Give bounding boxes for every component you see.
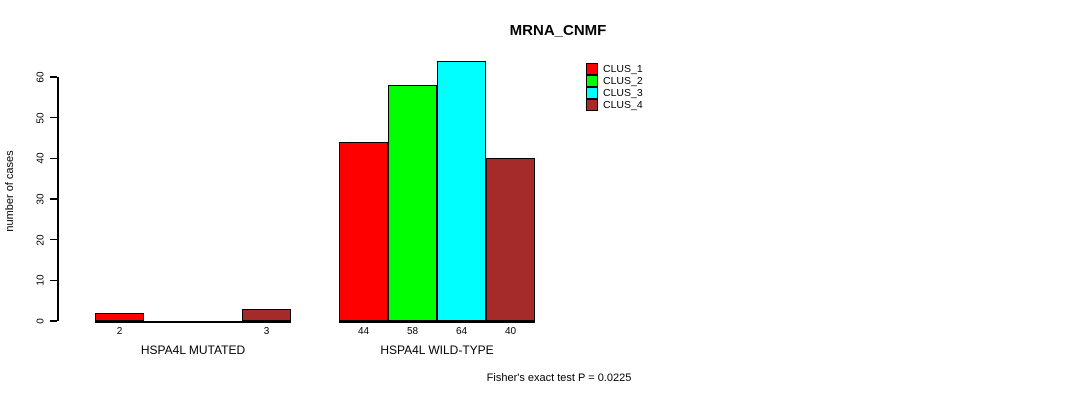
y-axis-title: number of cases (4, 150, 16, 232)
bar-value-label: 44 (357, 326, 370, 337)
legend-item: CLUS_2 (586, 75, 643, 87)
legend-swatch (586, 87, 598, 99)
legend-swatch (586, 63, 598, 75)
y-axis-tick-label: 60 (35, 71, 47, 83)
bar-clus_4 (486, 158, 535, 321)
legend-item: CLUS_1 (586, 63, 643, 75)
y-axis-tick-label: 10 (35, 274, 47, 286)
y-axis-tick-label: 40 (35, 152, 47, 164)
bar-value-label: 40 (504, 326, 517, 337)
bar-value-label: 64 (455, 326, 468, 337)
y-axis-tick-label: 50 (35, 112, 47, 124)
legend-item: CLUS_4 (586, 99, 643, 111)
y-axis-tick (50, 76, 57, 78)
chart-title: MRNA_CNMF (509, 22, 607, 39)
legend-label: CLUS_4 (603, 99, 643, 111)
x-axis-baseline (339, 321, 535, 323)
bar-clus_1 (339, 142, 388, 321)
y-axis-tick-label: 30 (35, 193, 47, 205)
legend: CLUS_1 CLUS_2 CLUS_3 CLUS_4 (586, 63, 643, 111)
y-axis-tick-label: 20 (35, 234, 47, 246)
bar-clus_2 (388, 85, 437, 321)
legend-item: CLUS_3 (586, 87, 643, 99)
legend-label: CLUS_3 (603, 87, 643, 99)
x-axis-group-label: HSPA4L WILD-TYPE (380, 343, 494, 357)
bar-value-label: 2 (116, 326, 123, 337)
y-axis-tick (50, 116, 57, 119)
y-axis-line (57, 77, 59, 321)
legend-swatch (586, 99, 598, 111)
y-axis-tick-label: 0 (35, 318, 47, 324)
y-axis-tick (50, 279, 57, 282)
y-axis-tick (50, 238, 57, 241)
legend-label: CLUS_2 (603, 75, 643, 87)
legend-label: CLUS_1 (603, 63, 643, 75)
y-axis-tick (50, 320, 57, 322)
bar-value-label: 58 (406, 326, 419, 337)
x-axis-group-label: HSPA4L MUTATED (140, 343, 246, 357)
bar-clus_3 (437, 60, 486, 321)
bar-clus_4 (242, 308, 291, 321)
x-axis-baseline (95, 321, 291, 323)
legend-swatch (586, 75, 598, 87)
bar-clus_1 (95, 312, 144, 321)
y-axis-tick (50, 198, 57, 200)
bar-value-label: 3 (263, 326, 270, 337)
y-axis-tick (50, 157, 57, 160)
pvalue-annotation: Fisher's exact test P = 0.0225 (486, 372, 632, 384)
